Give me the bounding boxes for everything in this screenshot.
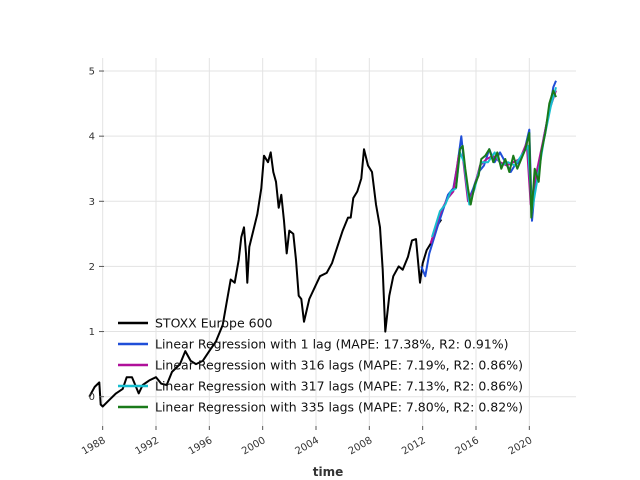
x-tick-label: 2008 [347, 435, 375, 457]
y-tick-label: 3 [89, 197, 95, 208]
legend-entry: Linear Regression with 316 lags (MAPE: 7… [155, 357, 523, 372]
x-tick-label: 2016 [453, 435, 481, 457]
x-tick-label: 2000 [240, 435, 268, 457]
legend-entry: Linear Regression with 1 lag (MAPE: 17.3… [155, 336, 508, 351]
x-tick-label: 1996 [187, 435, 215, 457]
x-tick-label: 2020 [507, 435, 535, 457]
series-line-2 [429, 90, 557, 244]
x-axis-label: time [313, 465, 344, 479]
legend-entry: STOXX Europe 600 [155, 315, 273, 330]
y-tick-label: 1 [89, 327, 95, 338]
series-line-0 [88, 148, 443, 408]
series-lines [88, 80, 557, 408]
y-tick-label: 2 [89, 262, 95, 273]
legend: STOXX Europe 600 Linear Regression with 1… [118, 315, 523, 414]
y-tick-label: 0 [89, 392, 95, 403]
x-tick-label: 1988 [80, 435, 108, 457]
y-tick-label: 4 [89, 132, 95, 143]
grid-lines [102, 58, 576, 426]
series-line-4 [455, 89, 557, 219]
x-axis-ticks: 1988 1992 1996 2000 2004 2008 2012 2016 2020 [80, 426, 534, 457]
y-axis-ticks: 0 1 2 3 4 5 [89, 67, 104, 403]
y-tick-label: 5 [89, 67, 95, 78]
x-tick-label: 2004 [293, 435, 321, 457]
legend-entry: Linear Regression with 317 lags (MAPE: 7… [155, 378, 523, 393]
legend-entry: Linear Regression with 335 lags (MAPE: 7… [155, 399, 523, 414]
x-tick-label: 1992 [133, 435, 161, 457]
x-tick-label: 2012 [400, 435, 428, 457]
series-line-3 [431, 87, 557, 238]
